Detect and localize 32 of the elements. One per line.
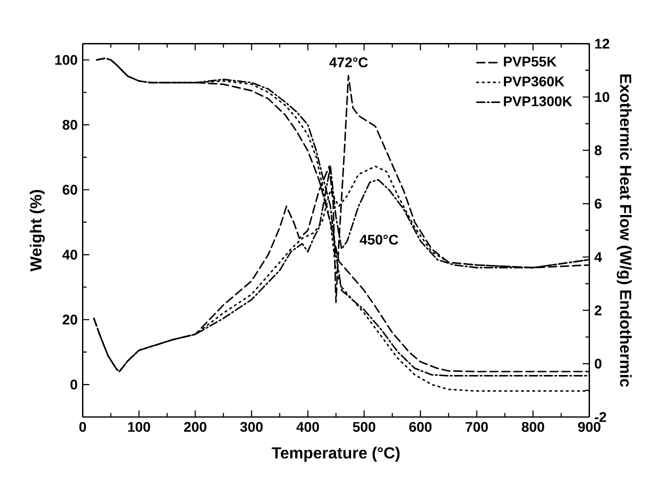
y-tick-label: 20 [62, 314, 78, 325]
x-tick-label: 500 [352, 422, 376, 432]
y2-axis-title: Exothermic Heat Flow (W/g) Endothermic [616, 74, 632, 387]
legend-label: PVP360K [504, 76, 564, 86]
y-tick-label: 60 [62, 184, 78, 195]
x-tick-label: 900 [578, 422, 600, 432]
y2-tick-label: 4 [594, 252, 602, 262]
x-tick-label: 200 [184, 422, 206, 432]
y-tick-label: 80 [62, 120, 78, 130]
y-tick-label: 100 [55, 54, 78, 65]
y2-tick-label: 2 [594, 305, 602, 316]
y-tick-label: 40 [62, 250, 78, 260]
legend-label: PVP55K [504, 56, 557, 67]
x-tick-label: 0 [79, 422, 86, 432]
x-tick-label: 600 [409, 422, 432, 432]
y2-tick-label: 0 [594, 358, 602, 369]
x-axis-title: Temperature (°C) [272, 446, 400, 462]
y2-tick-label: 6 [594, 198, 602, 209]
annotation: 472°C [329, 57, 368, 68]
y-axis-title: Weight (%) [30, 190, 45, 272]
y2-tick-label: 12 [595, 38, 610, 49]
x-tick-label: 800 [522, 422, 544, 432]
x-tick-label: 100 [128, 422, 150, 432]
x-tick-label: 700 [466, 422, 488, 432]
x-tick-label: 300 [240, 422, 263, 432]
y-tick-label: 0 [70, 380, 78, 390]
y2-tick-label: 8 [594, 145, 602, 156]
y2-tick-label: 10 [595, 92, 610, 102]
annotation: 450°C [360, 234, 398, 245]
y2-tick-label: -2 [594, 412, 606, 422]
x-tick-label: 400 [296, 422, 319, 432]
legend-label: PVP1300K [504, 96, 572, 106]
